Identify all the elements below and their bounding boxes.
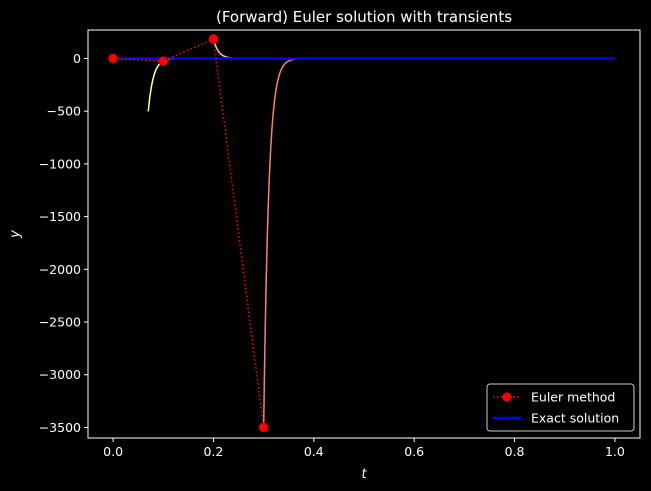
y-tick-label: 0: [73, 51, 81, 66]
markers-layer: [108, 34, 269, 433]
x-tick-label: 0.8: [505, 444, 525, 459]
x-tick-label: 0.6: [404, 444, 424, 459]
x-tick-label: 0.4: [304, 444, 324, 459]
euler-point: [108, 53, 118, 64]
y-tick-label: −500: [47, 104, 81, 119]
legend: Euler method Exact solution: [486, 383, 635, 432]
euler-point: [158, 56, 169, 67]
y-tick-label: −1500: [39, 209, 81, 224]
x-tick-label: 0.2: [204, 444, 224, 459]
euler-point: [258, 422, 269, 433]
y-tick-label: −2500: [39, 315, 81, 330]
series-layer: [113, 37, 615, 428]
legend-exact-label: Exact solution: [531, 411, 619, 426]
y-axis-label: y: [8, 230, 23, 239]
y-tick-label: −2000: [39, 262, 81, 277]
legend-euler-label: Euler method: [531, 390, 615, 405]
y-tick-label: −3500: [39, 420, 81, 435]
y-tick-label: −3000: [39, 367, 81, 382]
euler-point: [208, 34, 219, 44]
chart-title: (Forward) Euler solution with transients: [216, 8, 512, 26]
plot-frame: [87, 29, 641, 439]
y-axis-ticks: 0 −500 −1000 −1500 −2000 −2500 −3000 −3500: [39, 51, 88, 435]
plot-area: [108, 34, 615, 433]
x-axis-ticks: 0.0 0.2 0.4 0.6 0.8 1.0: [103, 438, 625, 459]
legend-euler-marker: [502, 392, 512, 402]
x-tick-label: 0.0: [103, 444, 123, 459]
y-tick-label: −1000: [39, 156, 81, 171]
x-axis-label: t: [361, 467, 367, 482]
legend-box: [486, 383, 635, 432]
x-tick-label: 1.0: [605, 444, 625, 459]
euler-method-line: [113, 37, 265, 428]
